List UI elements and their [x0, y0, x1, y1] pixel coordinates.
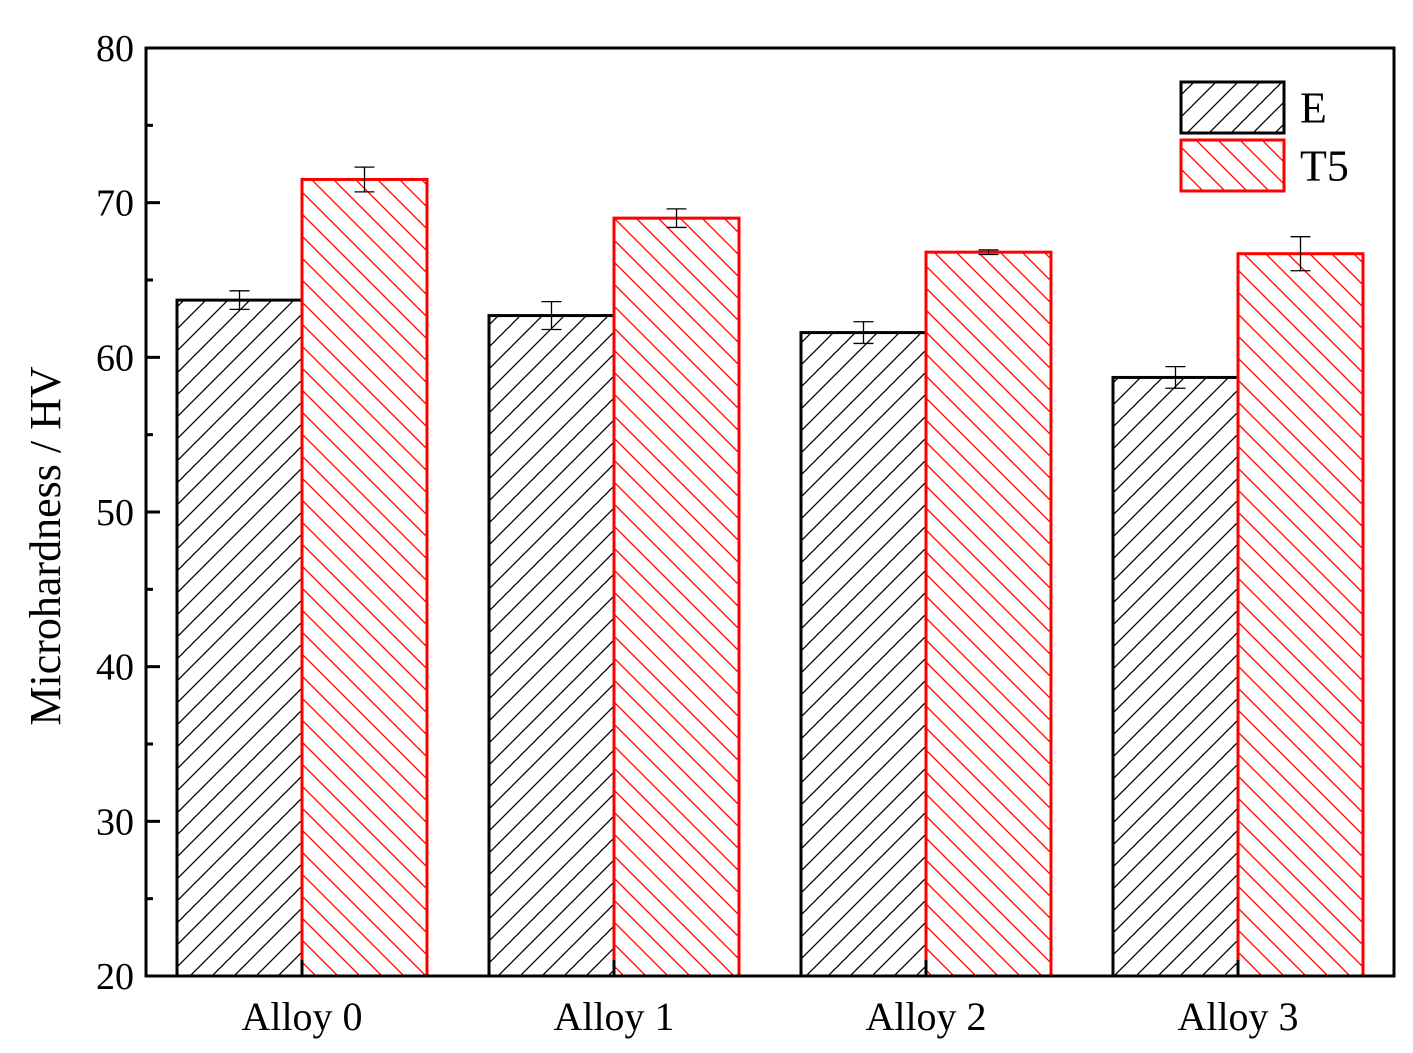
bar-T5-0 [300, 177, 429, 978]
x-tick-label: Alloy 1 [553, 994, 674, 1039]
y-axis-ticks: 20 30 40 50 60 70 80 [96, 28, 160, 998]
legend-label-T5: T5 [1300, 142, 1349, 191]
y-axis-title: Microhardness / HV [21, 366, 70, 725]
x-tick-label: Alloy 3 [1177, 994, 1298, 1039]
y-tick-label: 40 [96, 647, 134, 689]
bar-T5-2 [924, 250, 1053, 978]
y-tick-label: 20 [96, 956, 134, 998]
x-axis-categories: Alloy 0 Alloy 1 Alloy 2 Alloy 3 [241, 994, 1298, 1039]
y-tick-label: 80 [96, 28, 134, 70]
y-tick-label: 60 [96, 337, 134, 379]
y-tick-label: 50 [96, 492, 134, 534]
bar-E-3 [1111, 375, 1240, 978]
y-tick-label: 30 [96, 801, 134, 843]
bar-T5-3 [1236, 252, 1365, 978]
legend: E T5 [1179, 80, 1349, 193]
plot-area [144, 46, 1396, 978]
bar-T5-1 [612, 216, 741, 978]
y-tick-label: 70 [96, 183, 134, 225]
legend-swatch-T5 [1179, 138, 1286, 193]
x-tick-label: Alloy 0 [241, 994, 362, 1039]
bar-E-0 [175, 298, 304, 978]
bar-E-2 [799, 331, 928, 978]
x-tick-label: Alloy 2 [865, 994, 986, 1039]
bar-E-1 [487, 314, 616, 978]
legend-swatch-E [1179, 80, 1286, 135]
legend-label-E: E [1300, 84, 1327, 133]
